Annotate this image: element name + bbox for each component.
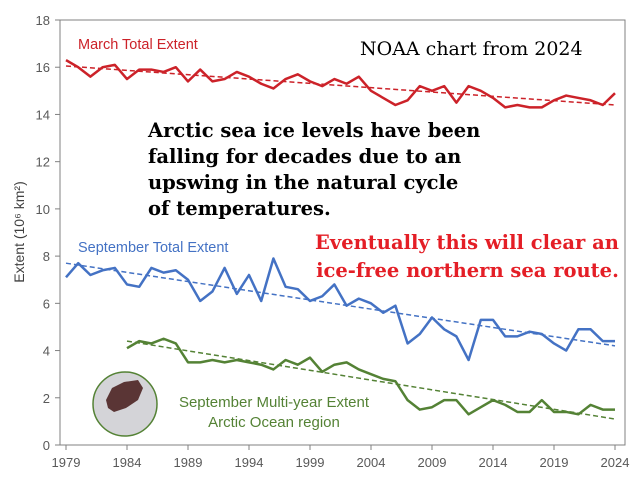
prediction-annotation: Eventually this will clear an ice-free n… bbox=[315, 229, 619, 285]
x-tick-label: 2019 bbox=[540, 455, 569, 470]
y-tick-label: 2 bbox=[43, 391, 50, 406]
y-tick-label: 8 bbox=[43, 249, 50, 264]
trend-line bbox=[65, 65, 616, 106]
series-line bbox=[65, 257, 615, 362]
trend-line bbox=[126, 340, 616, 420]
legend-march: March Total Extent bbox=[78, 37, 198, 53]
prediction-line: Eventually this will clear an bbox=[315, 231, 619, 254]
y-tick-label: 16 bbox=[36, 60, 50, 75]
multiyear-ice-region-icon bbox=[106, 380, 143, 412]
legend-multiyear-region: Arctic Ocean region bbox=[208, 414, 340, 431]
legend-multiyear: September Multi-year Extent bbox=[179, 394, 370, 411]
claim-line: Arctic sea ice levels have been bbox=[148, 119, 481, 142]
x-tick-label: 1984 bbox=[113, 455, 142, 470]
y-tick-label: 6 bbox=[43, 296, 50, 311]
claim-annotation: Arctic sea ice levels have been falling … bbox=[148, 118, 480, 222]
y-tick-label: 4 bbox=[43, 344, 50, 359]
x-tick-label: 2014 bbox=[479, 455, 508, 470]
claim-line: of temperatures. bbox=[148, 197, 331, 220]
source-annotation: NOAA chart from 2024 bbox=[360, 38, 583, 60]
series-line bbox=[65, 59, 616, 109]
claim-line: upswing in the natural cycle bbox=[148, 171, 459, 194]
x-tick-label: 1989 bbox=[174, 455, 203, 470]
trend-line bbox=[65, 262, 616, 347]
prediction-line: ice-free northern sea route. bbox=[316, 259, 619, 282]
claim-line: falling for decades due to an bbox=[148, 145, 462, 168]
x-tick-label: 1999 bbox=[296, 455, 325, 470]
y-tick-label: 12 bbox=[36, 155, 50, 170]
x-tick-label: 2024 bbox=[601, 455, 630, 470]
x-tick-label: 1994 bbox=[235, 455, 264, 470]
x-tick-label: 2004 bbox=[357, 455, 386, 470]
series-line bbox=[126, 337, 615, 416]
y-tick-label: 18 bbox=[36, 13, 50, 28]
plot-frame bbox=[59, 19, 626, 446]
y-axis-label: Extent (10⁶ km²) bbox=[11, 181, 27, 282]
x-tick-label: 1979 bbox=[52, 455, 81, 470]
y-tick-label: 0 bbox=[43, 438, 50, 453]
y-tick-label: 10 bbox=[36, 202, 50, 217]
legend-september: September Total Extent bbox=[78, 240, 228, 256]
y-tick-label: 14 bbox=[36, 107, 50, 122]
x-tick-label: 2009 bbox=[418, 455, 447, 470]
